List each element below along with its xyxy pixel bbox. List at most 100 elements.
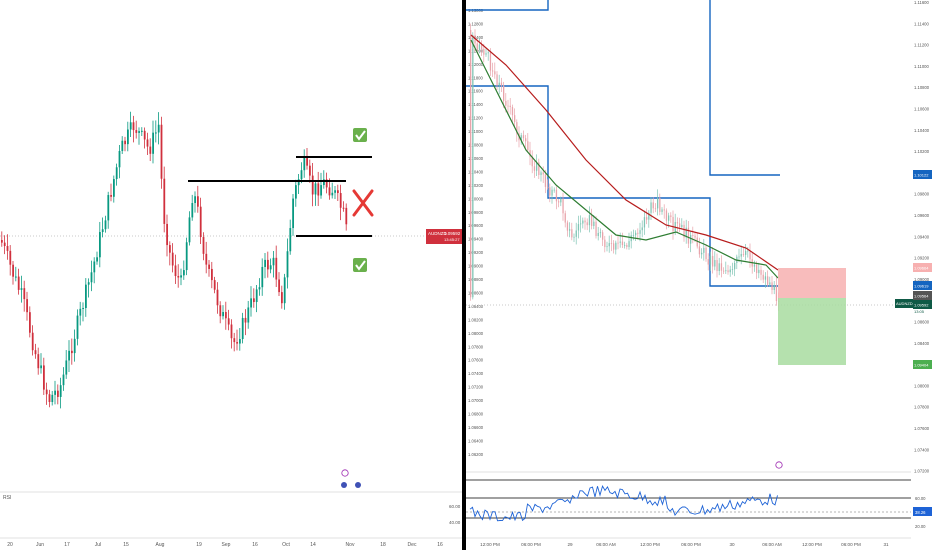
candle-body [118,150,121,168]
candle-body [255,289,258,303]
price-axis-label-left: 1.11000 [468,129,483,134]
price-axis-label-right: 1.07200 [914,469,930,474]
price-axis-label-right: 1.08000 [914,383,930,388]
price-axis-label-left: 1.09400 [468,237,484,242]
candle-body [54,390,56,395]
candle-body [314,183,317,195]
take-profit-zone [778,298,846,365]
price-axis-label-right: 1.09400 [914,234,930,239]
candle-body [1,240,3,243]
time-axis-label: 06:00 AM [596,542,616,547]
price-axis-label-left: 1.11800 [468,75,483,80]
candle-body [96,257,98,262]
candle-body [705,247,707,260]
right-chart-panel[interactable]: 1.130001.128001.124001.122001.120001.118… [466,0,932,550]
candle-body [742,253,745,255]
candle-body [309,165,311,176]
rsi-label: RSI [3,495,11,501]
candle-body [529,150,531,157]
candle-body [562,198,564,214]
price-axis-label-right: 1.11000 [914,64,929,69]
candle-body [542,172,544,175]
candle-body [253,298,255,303]
candle-body [17,276,20,290]
candle-body [683,224,685,238]
candle-body [121,140,124,151]
time-axis-label: 29 [567,542,573,547]
check-icon-mark [355,130,366,141]
candle-body [738,256,740,258]
candle-body [29,312,31,333]
range-box-line [466,85,778,287]
candle-body [306,157,308,166]
candle-body [79,308,82,316]
price-axis-label-right: 1.10600 [914,107,930,112]
candle-body [560,198,562,203]
candle-body [687,227,690,244]
time-axis-label: Dec [408,542,417,548]
candle-body [292,198,294,229]
candle-body [57,390,59,397]
time-axis-label: 06:00 AM [762,542,782,547]
candle-body [723,270,725,272]
candle-body [59,385,62,397]
price-axis-label-left: 1.08400 [468,304,484,309]
candle-body [124,140,126,145]
candle-body [48,394,51,403]
candle-body [143,130,146,140]
candle-body [703,247,705,253]
price-tag [913,281,932,290]
candle-body [522,135,525,139]
candle-body [670,215,672,217]
price-axis-label-left: 1.07200 [468,385,484,390]
price-axis-label-left: 1.07800 [468,344,484,349]
candle-body [320,185,322,196]
candle-body [613,243,615,250]
candle-body [180,275,182,278]
price-axis-label-left: 1.11600 [468,89,483,94]
candle-body [665,210,668,221]
time-axis-label: 30 [729,542,735,547]
candle-body [602,232,604,240]
price-tag [913,300,932,309]
candle-body [149,146,152,154]
price-axis-label-right: 1.07600 [914,426,930,431]
candle-body [555,189,558,202]
candle-body [233,338,236,343]
right-price-chart[interactable]: 1.130001.128001.124001.122001.120001.118… [466,0,932,550]
candle-body [73,338,76,354]
candle-body [745,251,747,255]
candle-body [582,220,584,224]
fast-moving-average-line [470,39,779,279]
candle-body [652,202,654,209]
candle-body [311,175,314,195]
candle-body [269,265,272,270]
candle-body [339,193,342,208]
candle-body [264,259,266,267]
candle-body [487,52,489,54]
candle-body [725,270,727,272]
event-marker-icon [341,469,349,477]
candle-body [261,266,264,288]
candle-body [152,132,154,154]
event-flag-icon [355,482,361,488]
candle-body [141,130,143,132]
range-box-line [709,0,780,176]
candle-body [155,132,157,134]
candle-body [588,215,591,226]
price-axis-label-left: 1.06600 [468,425,484,430]
candle-body [219,305,222,317]
last-price-tag [426,229,462,244]
price-axis-label-right: 1.10200 [914,149,930,154]
left-chart-panel[interactable]: AUDNZD 1.09592 13:45:27 RSI 60.00 40.00 20 Jun 1… [0,0,462,550]
time-axis-label: Sep [222,542,231,548]
candle-body [278,279,280,293]
candle-body [536,162,538,171]
candle-body [540,172,542,175]
panel-divider[interactable] [462,0,466,550]
check-icon [353,128,367,142]
price-axis-label-left: 1.07600 [468,358,484,363]
candle-body [505,100,507,106]
candle-body [345,207,348,225]
